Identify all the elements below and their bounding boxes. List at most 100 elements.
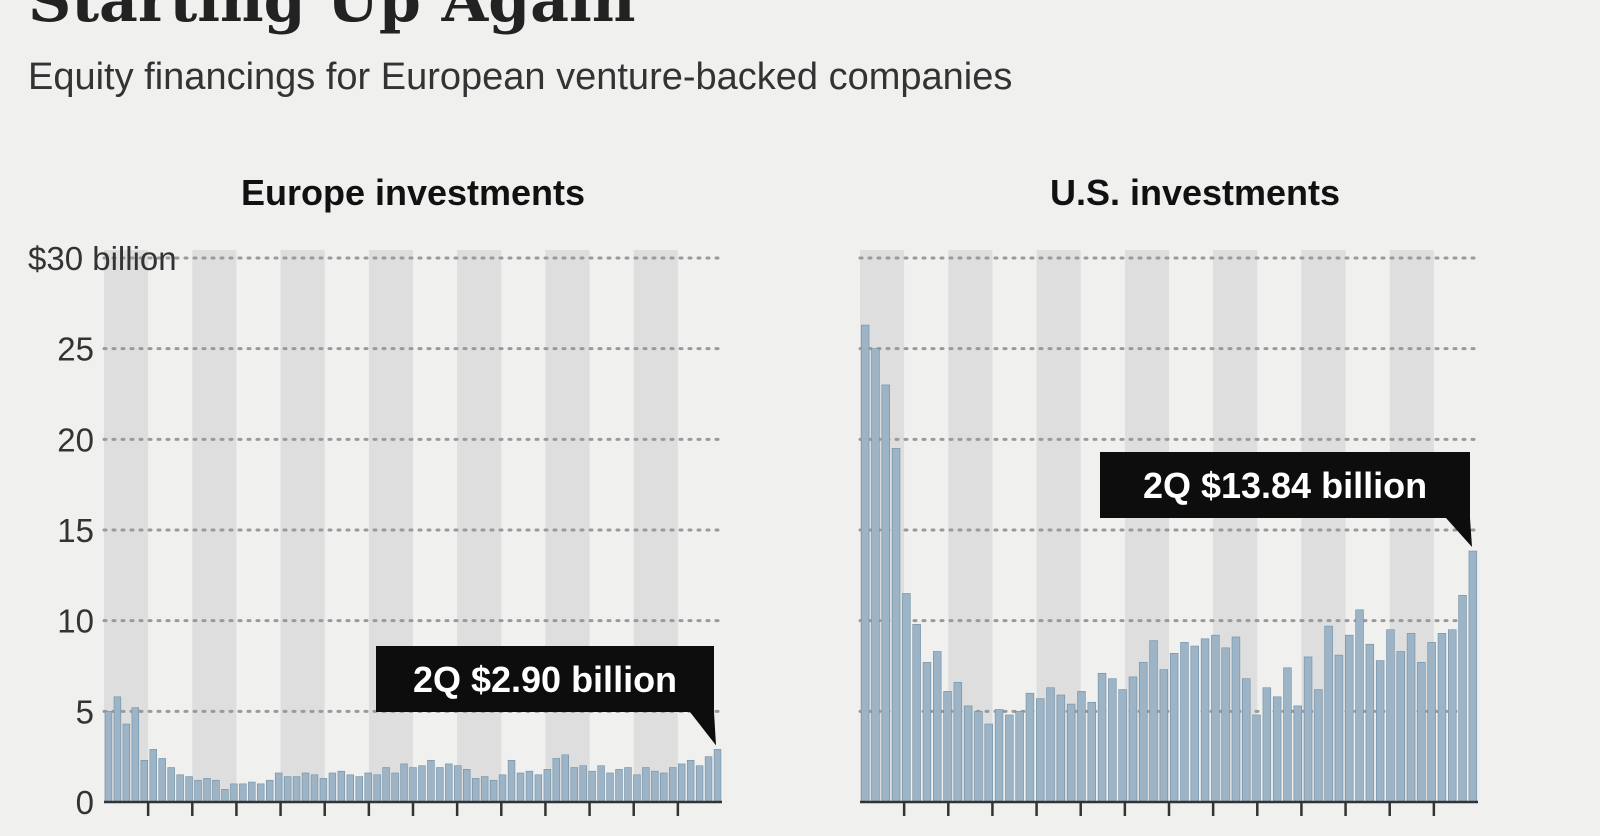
- us-bar: [1097, 672, 1107, 803]
- europe-bar: [633, 774, 641, 803]
- europe-bar: [660, 772, 668, 803]
- europe-x-axis: [104, 800, 722, 816]
- europe-band: [280, 250, 325, 802]
- us-bar: [1200, 638, 1210, 803]
- us-bar: [943, 691, 952, 803]
- us-bar: [1108, 678, 1117, 803]
- us-bar: [1221, 647, 1230, 803]
- europe-bar: [489, 779, 498, 803]
- europe-panel-title: Europe investments: [241, 172, 585, 213]
- europe-bar: [140, 759, 149, 803]
- europe-bar: [597, 765, 605, 803]
- us-bar: [891, 448, 901, 803]
- us-bar: [1118, 689, 1127, 803]
- europe-callout-box: [376, 646, 716, 746]
- europe-bar: [606, 772, 614, 803]
- us-bar: [912, 623, 921, 803]
- us-bar: [1375, 660, 1385, 803]
- europe-bar: [212, 779, 220, 803]
- europe-bar: [149, 749, 157, 803]
- europe-bar: [176, 774, 184, 803]
- europe-bar: [454, 765, 462, 803]
- europe-bar: [364, 772, 372, 803]
- us-bar: [1386, 629, 1395, 803]
- europe-bar: [328, 772, 337, 803]
- us-x-axis: [860, 800, 1478, 816]
- europe-bar: [651, 770, 659, 803]
- europe-band: [633, 250, 678, 802]
- europe-bar: [167, 767, 175, 803]
- europe-band: [192, 250, 237, 802]
- us-bar: [902, 593, 911, 803]
- europe-bar: [131, 707, 140, 803]
- us-bars: [860, 324, 1478, 803]
- us-bar: [1149, 640, 1158, 803]
- us-bar: [1417, 662, 1426, 803]
- europe-bar: [624, 767, 632, 803]
- europe-bar: [265, 779, 274, 803]
- us-bar: [1015, 711, 1024, 803]
- us-bar: [1396, 651, 1405, 803]
- europe-bar: [463, 769, 471, 803]
- us-bar: [1036, 698, 1045, 803]
- europe-bar: [669, 767, 677, 803]
- europe-bar: [686, 759, 695, 803]
- europe-bar: [257, 783, 265, 803]
- europe-band: [368, 250, 413, 802]
- us-bar: [1211, 634, 1220, 803]
- us-bar: [1056, 694, 1066, 803]
- europe-bar: [579, 765, 587, 803]
- us-bar: [1355, 609, 1364, 803]
- chart-title: Starting Up Again: [28, 0, 636, 36]
- us-bar: [1025, 692, 1035, 803]
- europe-y-tick-labels: 0 5 10 15 20 25 $30 billion: [28, 240, 177, 821]
- europe-bar: [480, 776, 489, 803]
- us-bar: [1448, 629, 1457, 803]
- europe-bar: [113, 696, 122, 803]
- europe-y-tick-label: 10: [57, 603, 94, 640]
- us-bar: [871, 348, 880, 803]
- us-bar: [1406, 633, 1416, 803]
- us-bar: [1283, 667, 1292, 803]
- europe-bar: [248, 781, 256, 803]
- us-bar: [963, 705, 973, 803]
- europe-bar: [292, 776, 301, 803]
- us-bar: [1169, 653, 1179, 803]
- us-bar: [1087, 701, 1096, 803]
- us-bar: [1314, 689, 1323, 803]
- europe-bar: [498, 774, 507, 803]
- europe-bar: [570, 767, 578, 803]
- europe-bar: [409, 767, 417, 803]
- europe-bar: [301, 772, 310, 803]
- europe-bar: [534, 774, 543, 803]
- europe-bar: [418, 765, 426, 803]
- us-bar: [1324, 625, 1333, 803]
- europe-bar: [337, 770, 346, 803]
- us-bar: [1365, 643, 1375, 803]
- us-bar: [1066, 703, 1076, 803]
- europe-bar: [346, 774, 355, 803]
- europe-bar: [445, 763, 453, 803]
- us-bar: [1190, 645, 1199, 803]
- us-bar: [1159, 669, 1169, 803]
- us-callout: 2Q $13.84 billion: [1100, 452, 1472, 548]
- us-bar: [1231, 636, 1241, 803]
- europe-bar: [274, 772, 283, 803]
- us-bar: [974, 711, 983, 803]
- us-bar: [953, 682, 963, 803]
- us-bar: [994, 709, 1004, 803]
- europe-bar: [373, 774, 381, 803]
- chart-subtitle: Equity financings for European venture-b…: [28, 56, 1013, 98]
- us-bar: [1468, 550, 1478, 803]
- europe-bar: [615, 769, 623, 803]
- europe-bar: [561, 754, 569, 803]
- us-gridlines: [858, 256, 1480, 713]
- europe-bar: [516, 772, 525, 803]
- europe-callout-label: 2Q $2.90 billion: [413, 659, 677, 700]
- europe-bar: [203, 778, 211, 803]
- us-bar: [1303, 656, 1313, 803]
- europe-bar: [713, 749, 722, 803]
- europe-bar: [221, 789, 229, 803]
- europe-bar: [230, 783, 238, 803]
